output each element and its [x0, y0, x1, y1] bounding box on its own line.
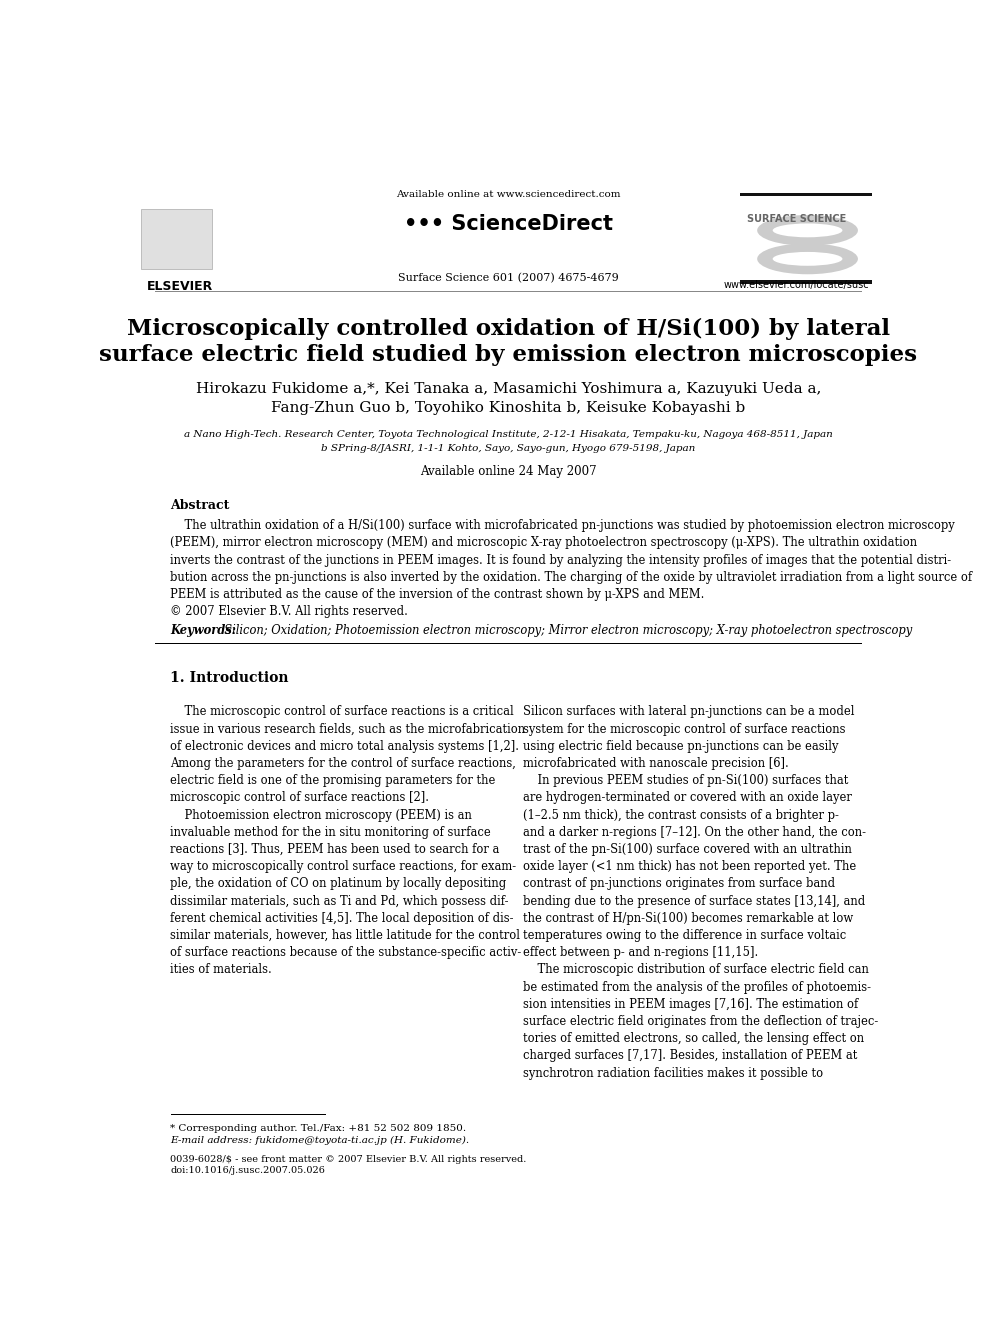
- Text: Silicon; Oxidation; Photoemission electron microscopy; Mirror electron microscop: Silicon; Oxidation; Photoemission electr…: [217, 624, 913, 636]
- Ellipse shape: [773, 224, 842, 237]
- Text: Abstract: Abstract: [171, 499, 230, 512]
- Text: Surface Science 601 (2007) 4675-4679: Surface Science 601 (2007) 4675-4679: [398, 273, 619, 283]
- Ellipse shape: [773, 251, 842, 266]
- Text: doi:10.1016/j.susc.2007.05.026: doi:10.1016/j.susc.2007.05.026: [171, 1166, 325, 1175]
- Text: E-mail address: fukidome@toyota-ti.ac.jp (H. Fukidome).: E-mail address: fukidome@toyota-ti.ac.jp…: [171, 1136, 469, 1144]
- Text: The ultrathin oxidation of a H/Si(100) surface with microfabricated pn-junctions: The ultrathin oxidation of a H/Si(100) s…: [171, 519, 972, 618]
- Text: Available online 24 May 2007: Available online 24 May 2007: [420, 466, 597, 478]
- Text: ••• ScienceDirect: ••• ScienceDirect: [404, 214, 613, 234]
- Text: surface electric field studied by emission electron microscopies: surface electric field studied by emissi…: [99, 344, 918, 365]
- Text: The microscopic control of surface reactions is a critical
issue in various rese: The microscopic control of surface react…: [171, 705, 526, 976]
- Text: SURFACE SCIENCE: SURFACE SCIENCE: [747, 214, 846, 224]
- Text: a Nano High-Tech. Research Center, Toyota Technological Institute, 2-12-1 Hisaka: a Nano High-Tech. Research Center, Toyot…: [185, 430, 832, 439]
- Text: Keywords:: Keywords:: [171, 624, 236, 636]
- Text: Available online at www.sciencedirect.com: Available online at www.sciencedirect.co…: [396, 189, 621, 198]
- Ellipse shape: [757, 214, 858, 246]
- Text: b SPring-8/JASRI, 1-1-1 Kohto, Sayo, Sayo-gun, Hyogo 679-5198, Japan: b SPring-8/JASRI, 1-1-1 Kohto, Sayo, Say…: [321, 443, 695, 452]
- Text: ELSEVIER: ELSEVIER: [147, 280, 213, 294]
- Text: Silicon surfaces with lateral pn-junctions can be a model
system for the microsc: Silicon surfaces with lateral pn-junctio…: [523, 705, 878, 1080]
- Text: Microscopically controlled oxidation of H/Si(100) by lateral: Microscopically controlled oxidation of …: [127, 318, 890, 340]
- Text: Hirokazu Fukidome a,*, Kei Tanaka a, Masamichi Yoshimura a, Kazuyuki Ueda a,: Hirokazu Fukidome a,*, Kei Tanaka a, Mas…: [195, 382, 821, 396]
- Ellipse shape: [757, 243, 858, 274]
- Bar: [740, 193, 872, 196]
- Bar: [740, 280, 872, 283]
- Text: www.elsevier.com/locate/susc: www.elsevier.com/locate/susc: [724, 280, 870, 291]
- FancyBboxPatch shape: [141, 209, 212, 269]
- Text: * Corresponding author. Tel./Fax: +81 52 502 809 1850.: * Corresponding author. Tel./Fax: +81 52…: [171, 1125, 466, 1134]
- Text: 0039-6028/$ - see front matter © 2007 Elsevier B.V. All rights reserved.: 0039-6028/$ - see front matter © 2007 El…: [171, 1155, 527, 1164]
- Text: Fang-Zhun Guo b, Toyohiko Kinoshita b, Keisuke Kobayashi b: Fang-Zhun Guo b, Toyohiko Kinoshita b, K…: [271, 401, 746, 414]
- Text: 1. Introduction: 1. Introduction: [171, 671, 289, 685]
